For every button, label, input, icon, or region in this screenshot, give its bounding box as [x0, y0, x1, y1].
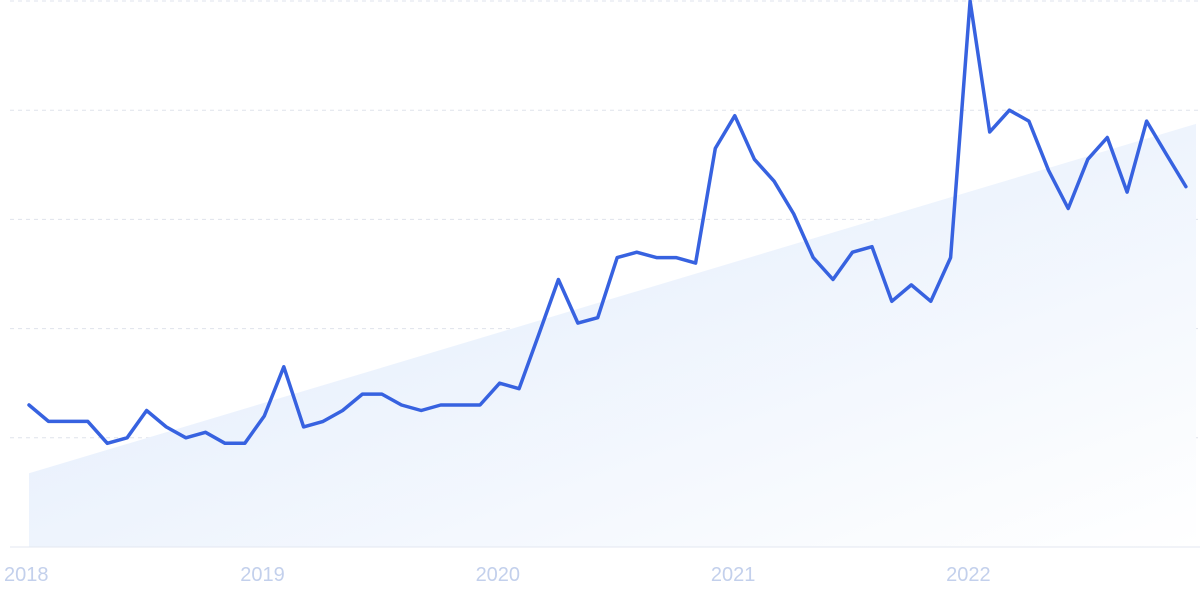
x-tick-label: 2021 [711, 564, 756, 586]
x-tick-label: 2019 [240, 564, 285, 586]
x-tick-label: 2022 [946, 564, 991, 586]
series-line [27, 0, 1188, 446]
x-tick-label: 2020 [476, 564, 521, 586]
x-axis-ticks: 2018 2019 2020 2021 2022 [4, 564, 991, 586]
x-tick-label: 2018 [4, 564, 49, 586]
trend-area [29, 123, 1196, 547]
